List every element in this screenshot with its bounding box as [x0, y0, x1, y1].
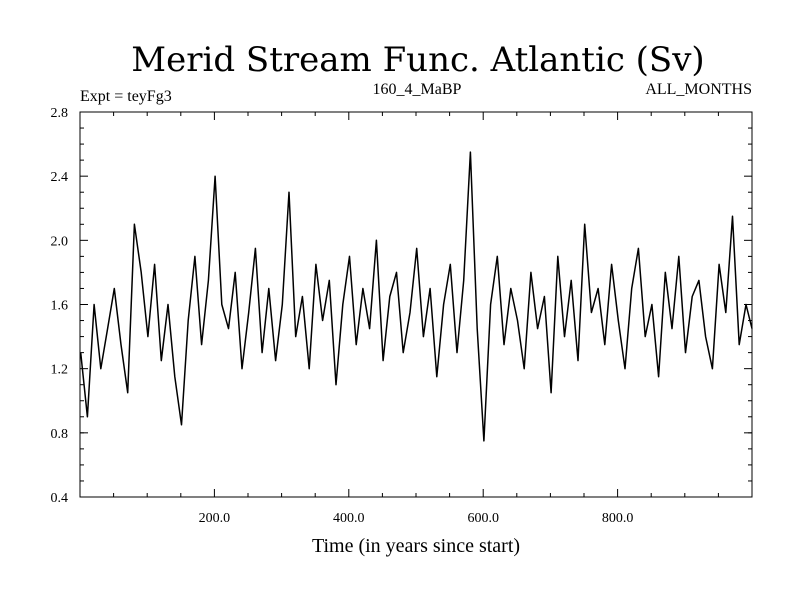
x-tick-label: 800.0 — [602, 511, 634, 526]
x-tick-label: 200.0 — [199, 511, 231, 526]
y-tick-label: 2.4 — [51, 170, 69, 185]
y-tick-label: 1.2 — [51, 363, 69, 378]
y-tick-label: 1.6 — [51, 299, 69, 314]
chart-title: Merid Stream Func. Atlantic (Sv) — [131, 40, 704, 80]
series-line — [79, 151, 753, 442]
x-tick-label: 400.0 — [333, 511, 365, 526]
months-label: ALL_MONTHS — [645, 81, 752, 98]
y-tick-label: 2.8 — [51, 106, 69, 121]
experiment-label: Expt = teyFg3 — [80, 88, 172, 105]
y-tick-label: 2.0 — [51, 234, 69, 249]
period-label: 160_4_MaBP — [373, 81, 462, 98]
x-tick-label: 600.0 — [467, 511, 499, 526]
plot-area: 0.4 0.8 1.2 1.6 2.0 2.4 2.8 200.0 400.0 600.0 800.… — [51, 106, 753, 526]
x-axis-label: Time (in years since start) — [312, 535, 520, 557]
y-tick-label: 0.4 — [51, 491, 69, 506]
y-tick-label: 0.8 — [51, 427, 69, 442]
